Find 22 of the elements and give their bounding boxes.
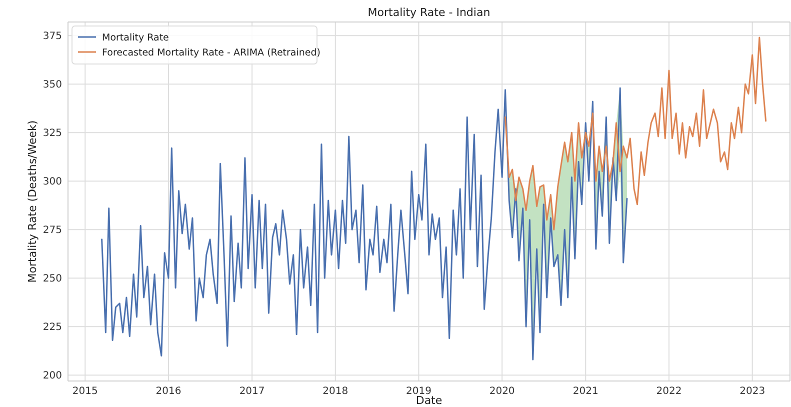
- y-tick-label: 350: [42, 79, 62, 90]
- y-axis-title: Mortality Rate (Deaths/Week): [26, 120, 39, 283]
- y-tick-label: 200: [42, 370, 62, 382]
- x-tick-label: 2018: [322, 386, 348, 398]
- chart-title: Mortality Rate - Indian: [368, 6, 490, 19]
- y-tick-label: 250: [42, 273, 62, 284]
- x-tick-label: 2023: [740, 386, 766, 398]
- y-tick-label: 275: [42, 224, 62, 236]
- legend-label: Forecasted Mortality Rate - ARIMA (Retrained): [102, 48, 320, 58]
- x-tick-label: 2020: [489, 386, 515, 398]
- x-tick-label: 2017: [239, 386, 265, 398]
- line-series: [504, 36, 767, 230]
- x-tick-label: 2015: [72, 386, 98, 398]
- legend-label: Mortality Rate: [102, 32, 170, 44]
- y-tick-label: 375: [42, 30, 62, 42]
- line-series: [101, 87, 628, 360]
- x-tick-label: 2021: [572, 386, 598, 398]
- x-tick-label: 2016: [156, 386, 182, 398]
- y-tick-label: 225: [42, 322, 62, 333]
- y-tick-label: 300: [42, 176, 62, 188]
- x-tick-label: 2022: [656, 386, 682, 398]
- y-tick-label: 325: [42, 128, 62, 139]
